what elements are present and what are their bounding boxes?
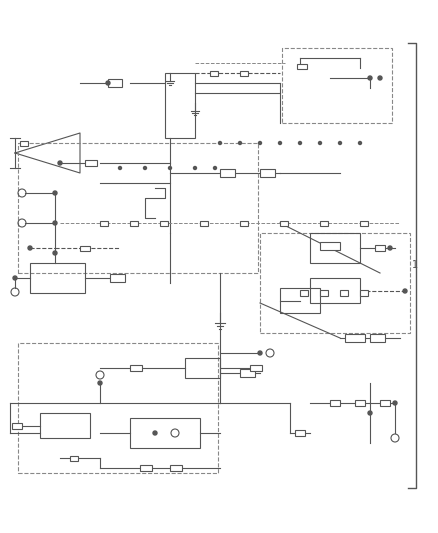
Bar (170, 465, 182, 471)
Bar (18, 343, 218, 473)
Circle shape (58, 161, 62, 165)
Bar (185, 358, 220, 378)
Bar (200, 221, 208, 225)
Circle shape (299, 141, 301, 144)
Circle shape (53, 191, 57, 195)
Bar (250, 365, 262, 371)
Circle shape (258, 141, 261, 144)
Bar (310, 278, 360, 303)
Circle shape (239, 141, 241, 144)
Circle shape (53, 221, 57, 225)
Bar (375, 245, 385, 251)
Bar (260, 169, 275, 177)
Circle shape (53, 251, 57, 255)
Bar (240, 70, 248, 76)
Bar (340, 290, 348, 296)
Circle shape (358, 141, 361, 144)
Bar (320, 242, 340, 250)
Bar (280, 221, 288, 225)
Bar (160, 221, 168, 225)
Bar (220, 169, 235, 177)
Bar (30, 263, 85, 293)
Circle shape (258, 351, 262, 355)
Circle shape (219, 141, 222, 144)
Circle shape (339, 141, 342, 144)
Circle shape (169, 166, 172, 169)
Bar (282, 48, 392, 123)
Bar (130, 221, 138, 225)
Bar (300, 290, 308, 296)
Bar (20, 141, 28, 146)
Bar (85, 160, 97, 166)
Circle shape (388, 246, 392, 250)
Bar (80, 246, 90, 251)
Bar (100, 221, 108, 225)
Bar (297, 63, 307, 69)
Circle shape (106, 81, 110, 85)
Bar (110, 274, 125, 282)
Bar (345, 334, 365, 342)
Circle shape (393, 401, 397, 405)
Circle shape (213, 166, 216, 169)
Circle shape (194, 166, 197, 169)
Circle shape (98, 381, 102, 385)
Circle shape (28, 246, 32, 250)
Circle shape (119, 166, 121, 169)
Bar (260, 233, 410, 333)
Bar (320, 290, 328, 296)
Bar (360, 221, 368, 225)
Bar (140, 465, 152, 471)
Circle shape (13, 276, 17, 280)
Circle shape (144, 166, 146, 169)
Bar (240, 221, 248, 225)
Bar (280, 288, 320, 313)
Bar (165, 73, 195, 138)
Bar (108, 79, 122, 87)
Bar (130, 418, 200, 448)
Bar (40, 413, 90, 438)
Bar (330, 400, 340, 406)
Text: 1: 1 (412, 260, 418, 270)
Circle shape (153, 431, 157, 435)
Circle shape (368, 411, 372, 415)
Circle shape (378, 76, 382, 80)
Bar (360, 290, 368, 296)
Circle shape (318, 141, 321, 144)
Bar (310, 233, 360, 263)
Bar (210, 70, 218, 76)
Circle shape (279, 141, 282, 144)
Bar (18, 143, 258, 273)
Bar (380, 400, 390, 406)
Bar (295, 430, 305, 436)
Bar (240, 369, 255, 377)
Bar (355, 400, 365, 406)
Bar (320, 221, 328, 225)
Circle shape (368, 76, 372, 80)
Bar (12, 423, 22, 429)
Bar (70, 456, 78, 461)
Circle shape (403, 289, 407, 293)
Bar (130, 365, 142, 371)
Bar (370, 334, 385, 342)
